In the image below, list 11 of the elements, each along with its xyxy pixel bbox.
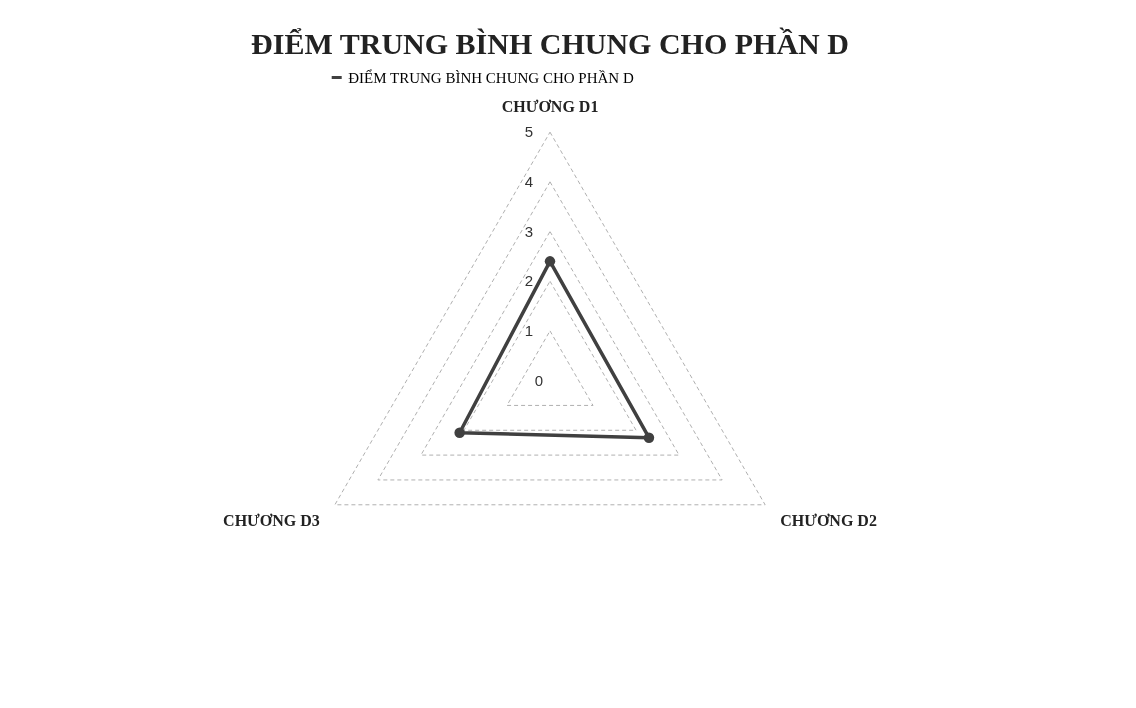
y-tick-label: 3 xyxy=(524,222,533,240)
y-tick-label: 2 xyxy=(524,272,533,290)
spoke-label: CHƯƠNG D2 xyxy=(780,512,877,530)
chart-title: ĐIỂM TRUNG BÌNH CHUNG CHO PHẦN D xyxy=(251,27,849,60)
y-tick-label: 5 xyxy=(524,123,533,141)
spoke-label: CHƯƠNG D1 xyxy=(501,97,599,115)
legend-label: ĐIỂM TRUNG BÌNH CHUNG CHO PHẦN D xyxy=(348,68,634,86)
y-tick-label: 1 xyxy=(524,321,533,339)
spoke-label: CHƯƠNG D3 xyxy=(223,512,320,530)
y-tick-label: 0 xyxy=(534,371,543,389)
y-tick-label: 4 xyxy=(524,172,533,190)
